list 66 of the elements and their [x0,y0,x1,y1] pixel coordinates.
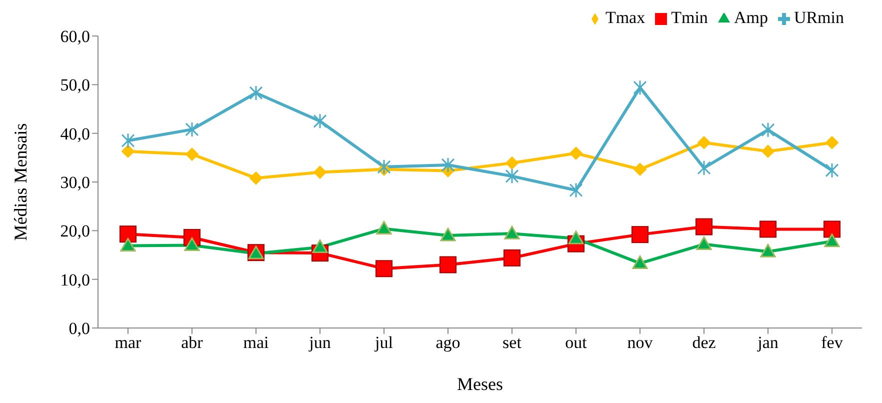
x-tick-label: nov [627,333,654,352]
x-tick-label: fev [821,333,844,352]
legend-label: Tmin [671,8,708,27]
point [633,80,647,96]
y-tick-label: 0,0 [68,319,90,338]
y-tick-label: 20,0 [60,222,90,241]
point [440,256,456,274]
x-tick-label: jul [374,333,394,352]
point [122,144,134,158]
point [696,236,712,250]
point [826,136,838,150]
point [314,166,326,179]
point [312,239,328,253]
y-tick-label: 50,0 [60,76,90,95]
legend-label: Amp [734,8,768,27]
x-tick-label: set [502,333,522,352]
x-tick-label: out [565,333,588,352]
point [440,228,456,242]
point [824,234,840,248]
point [250,172,262,185]
point [184,238,200,252]
point [632,226,648,244]
x-tick-label: abr [181,333,204,352]
point [569,182,583,198]
x-tick-label: dez [692,333,716,352]
legend-label: URmin [794,8,844,27]
point [376,220,392,234]
y-tick-label: 10,0 [60,270,90,290]
x-tick-label: ago [436,333,460,352]
y-tick-label: 40,0 [60,124,90,144]
y-tick-label: 60,0 [60,27,90,46]
x-tick-label: mai [243,333,270,352]
point [505,168,519,184]
point [504,226,520,240]
point [377,159,391,175]
y-tick-label: 30,0 [60,173,90,192]
x-tick-label: mar [114,333,142,352]
point [698,136,710,150]
point [760,244,776,258]
point [760,220,776,238]
point [120,238,136,252]
point [185,122,199,138]
point [697,160,711,176]
x-axis-title: Meses [457,374,503,394]
point [762,144,774,158]
point [120,226,136,243]
point [825,162,839,178]
x-tick-label: jun [308,333,332,352]
point [634,162,646,176]
point [313,113,327,129]
y-axis-title: Médias Mensais [10,123,30,241]
point [506,156,518,170]
point [570,146,582,160]
point [186,148,198,161]
point [121,132,135,148]
point [441,157,455,173]
point [824,220,840,238]
point [568,230,584,244]
point [696,218,712,236]
point [632,256,648,270]
x-tick-label: jan [756,333,779,352]
point [249,85,263,101]
point [376,260,392,278]
legend-label: Tmax [605,8,646,27]
point [504,249,520,266]
point [761,122,775,138]
